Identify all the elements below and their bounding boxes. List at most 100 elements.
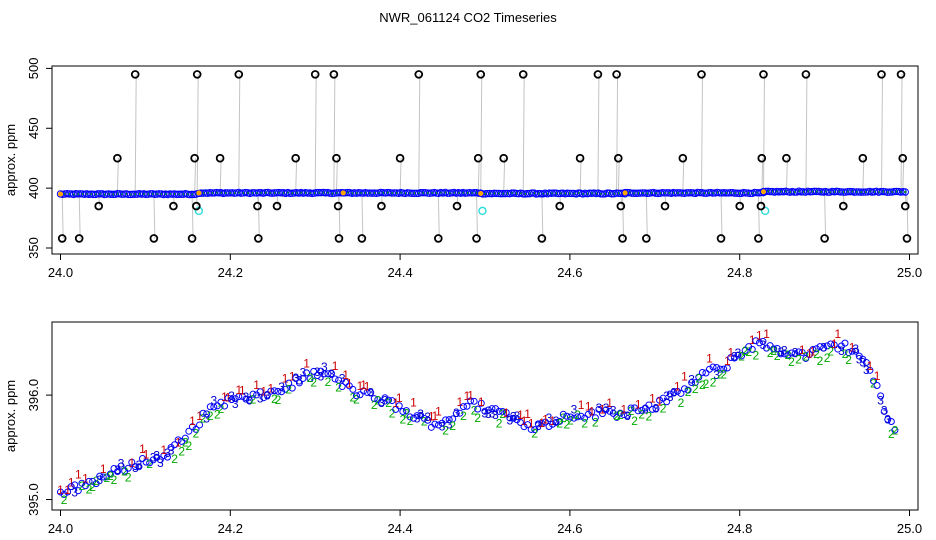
baseline-point [606,407,614,415]
segment-start-point [622,190,628,196]
baseline-point [791,350,799,358]
spike-point [754,234,763,243]
baseline-point [131,463,139,471]
top-x-tick-label: 24.6 [557,265,582,280]
level-1-marker: 1 [578,398,585,412]
baseline-point [356,391,364,399]
baseline-point-center [72,193,75,196]
baseline-point-center [846,190,849,193]
baseline-point-center [169,192,172,195]
level-1-marker: 1 [464,389,471,403]
spike-line [196,74,199,194]
baseline-point-center [206,192,209,195]
baseline-point-center [94,193,97,196]
level-1-marker: 1 [835,327,842,341]
spike-line [399,158,402,194]
spike-point [782,153,791,163]
spike-point [678,153,688,163]
spike-line [617,158,620,194]
baseline-point-center [694,192,697,195]
baseline-point-center [317,191,320,194]
level-1-marker: 1 [478,395,485,409]
level-2-marker: 2 [745,345,752,359]
baseline-point [752,337,760,345]
baseline-point [210,403,218,411]
baseline-point-center [470,191,473,194]
baseline-point-center [590,192,593,195]
baseline-point [188,190,196,199]
level-2-marker: 2 [785,348,792,362]
spike-line [522,74,525,194]
spike-point [618,234,627,243]
level-1-marker: 1 [239,384,246,398]
baseline-point [442,416,450,424]
baseline-point [160,452,168,460]
bottom-x-tick-label: 24.4 [387,521,412,536]
spike-point [333,201,343,211]
top-x-tick-label: 24.8 [727,265,752,280]
bottom-x-tick-label: 24.0 [48,521,73,536]
level-1-marker: 1 [435,405,442,419]
baseline-point-center [133,193,136,196]
level-3-marker: 3 [446,418,453,432]
level-2-marker: 2 [375,393,382,407]
level-2-marker: 2 [870,376,877,390]
baseline-point-center [707,191,710,194]
baseline-point-center [228,191,231,194]
bottom-y-tick-label: 396.0 [26,379,41,412]
baseline-point [60,490,68,498]
baseline-point-center [524,192,527,195]
baseline-point [488,405,496,413]
baseline-point [823,342,831,350]
level-2-marker: 2 [628,404,635,418]
spike-point [900,201,910,211]
baseline-point [267,387,275,395]
baseline-point [388,397,396,405]
baseline-point [484,406,492,414]
baseline-point-center [90,193,93,196]
spike-line [906,193,909,239]
level-2-marker: 2 [193,427,200,441]
spike-line [559,193,562,207]
level-1-marker: 1 [763,327,770,341]
level-1-marker: 1 [810,345,817,359]
baseline-point-center [685,191,688,194]
cyan-point [478,206,487,216]
baseline-point-center [63,193,66,196]
level-3-marker: 3 [96,473,103,487]
baseline-point-center [395,191,398,194]
level-3-marker: 3 [642,402,649,416]
level-1-marker: 1 [728,346,735,360]
baseline-point [303,369,311,377]
level-2-marker: 2 [93,474,100,488]
baseline-point [741,346,749,354]
baseline-point-center [882,190,885,193]
baseline-point [509,414,517,422]
baseline-point [563,412,571,420]
baseline-point-center [237,191,240,194]
level-1-marker: 1 [189,414,196,428]
level-1-marker: 1 [364,379,371,393]
level-2-marker: 2 [496,416,503,430]
baseline-point-center [833,190,836,193]
segment-start-point [478,191,484,197]
baseline-point [206,403,214,411]
baseline-point [171,441,179,449]
baseline-point-center [797,190,800,193]
level-3-marker: 3 [492,408,499,422]
level-3-marker: 3 [339,371,346,385]
spike-point [192,70,202,79]
baseline-point [812,345,820,353]
spike-point [215,153,225,163]
level-1-marker: 1 [357,379,364,393]
level-1-marker: 1 [128,456,135,470]
baseline-point-center [771,190,774,193]
baseline-point [877,392,885,400]
bottom-plot-frame [51,321,919,511]
level-2-marker: 2 [720,367,727,381]
baseline-point-center [98,192,101,195]
level-3-marker: 3 [667,390,674,404]
main-title: NWR_061124 CO2 Timeseries [379,10,557,25]
level-2-marker: 2 [695,372,702,386]
